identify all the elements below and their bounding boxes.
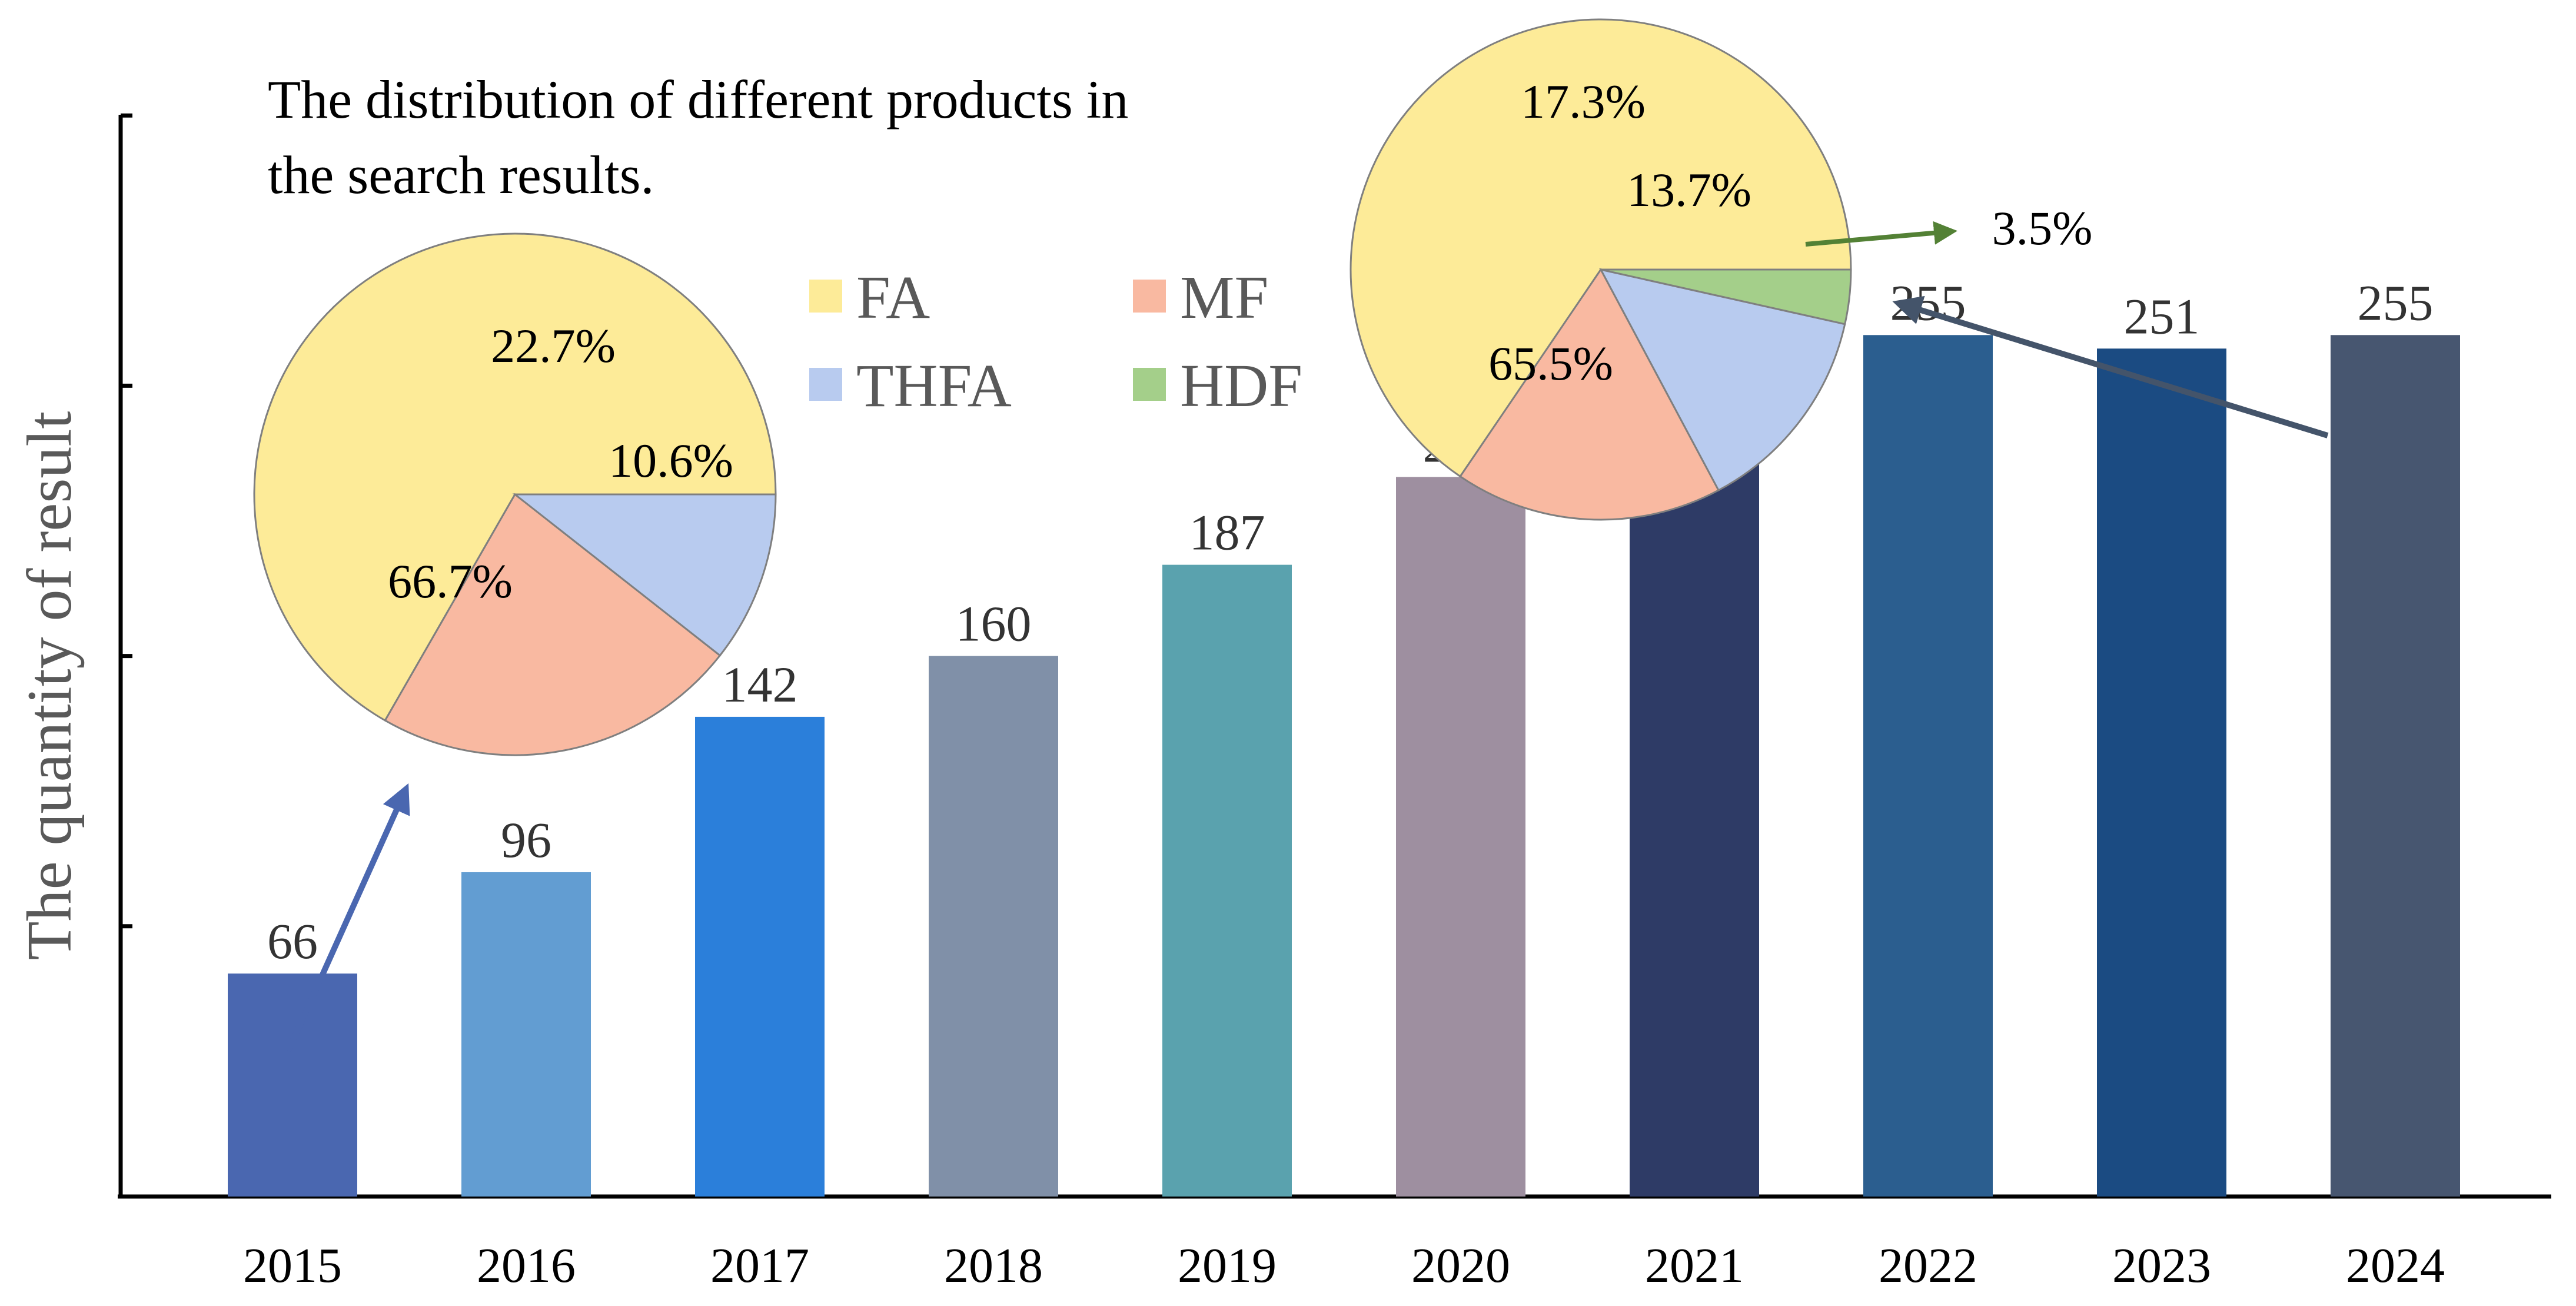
legend-label-thfa: THFA <box>856 352 1012 420</box>
pie-2015-slice-mf <box>384 493 722 756</box>
bar-label-2016: 96 <box>501 812 551 868</box>
bar-2022 <box>1863 335 1993 1197</box>
bar-label-2019: 187 <box>1189 504 1265 561</box>
arrow-2015-to-pie <box>285 783 410 1052</box>
x-tick-label-2020: 2020 <box>1411 1238 1510 1293</box>
x-tick-label-2022: 2022 <box>1879 1238 1977 1293</box>
annotation-title-line-1: The distribution of different products i… <box>268 69 1128 129</box>
bar-2020 <box>1396 477 1525 1197</box>
legend-swatch-fa <box>809 280 842 313</box>
bar-2018 <box>929 656 1058 1197</box>
bar-label-2018: 160 <box>956 596 1032 652</box>
legend-label-mf: MF <box>1180 264 1268 331</box>
pie-2024-label-hdf: 3.5% <box>1992 201 2093 255</box>
x-tick-label-2023: 2023 <box>2112 1238 2211 1293</box>
x-tick-label-2015: 2015 <box>243 1238 342 1293</box>
x-tick-label-2018: 2018 <box>944 1238 1043 1293</box>
pie-2024-slice-hdf <box>1600 268 1852 325</box>
x-tick-label-2016: 2016 <box>477 1238 576 1293</box>
x-axis-tick-labels: 2015 2016 2017 2018 2019 2020 2021 2022 2023 2024 <box>243 1238 2445 1293</box>
bar-label-2023: 251 <box>2124 288 2200 344</box>
x-tick-label-2017: 2017 <box>710 1238 809 1293</box>
pie-2024-label-fa: 65.5% <box>1488 337 1613 390</box>
pie-2024-slice-fa <box>1350 18 1852 478</box>
bar-2015 <box>228 973 357 1197</box>
bar-2021 <box>1630 426 1759 1197</box>
x-tick-label-2021: 2021 <box>1645 1238 1744 1293</box>
bar-label-2024: 255 <box>2358 274 2434 331</box>
x-tick-label-2024: 2024 <box>2346 1238 2445 1293</box>
bar-2016 <box>461 872 591 1197</box>
bar-series <box>228 335 2460 1197</box>
pie-2024-label-mf: 17.3% <box>1521 75 1646 128</box>
pie-chart-2015: 66.7% 22.7% 10.6% <box>253 232 777 756</box>
bar-2023 <box>2097 348 2226 1197</box>
bar-label-2017: 142 <box>722 656 798 713</box>
pie-2015-slice-thfa <box>512 493 777 657</box>
y-axis-label: The quantity of result <box>15 411 85 961</box>
pie-2024-label-thfa: 13.7% <box>1627 163 1751 217</box>
pie-2015-label-mf: 22.7% <box>491 319 616 373</box>
legend-swatch-mf <box>1133 280 1166 313</box>
legend-swatch-hdf <box>1133 368 1166 401</box>
x-tick-label-2019: 2019 <box>1178 1238 1277 1293</box>
pie-2015-label-fa: 66.7% <box>388 554 513 608</box>
pie-2015-slice-fa <box>253 232 777 722</box>
pie-chart-2024: 65.5% 17.3% 13.7% 3.5% <box>1350 18 2093 521</box>
legend-swatch-thfa <box>809 368 842 401</box>
bar-2019 <box>1162 564 1292 1197</box>
bar-2024 <box>2331 335 2460 1197</box>
bar-label-2015: 66 <box>267 913 318 969</box>
pie-2015-label-thfa: 10.6% <box>609 434 733 487</box>
y-axis-ticks <box>121 113 132 1199</box>
pie-2024-slice-mf <box>1459 268 1720 521</box>
bar-2017 <box>695 716 825 1197</box>
arrow-2024-to-pie <box>1892 295 2329 438</box>
legend-label-fa: FA <box>856 264 930 331</box>
legend: FA MF THFA HDF <box>809 264 1302 420</box>
legend-label-hdf: HDF <box>1180 352 1302 420</box>
annotation-title-line-2: the search results. <box>268 145 654 205</box>
pie-2024-slice-thfa <box>1599 268 1846 492</box>
arrow-hdf-slice-callout <box>1805 221 1957 247</box>
